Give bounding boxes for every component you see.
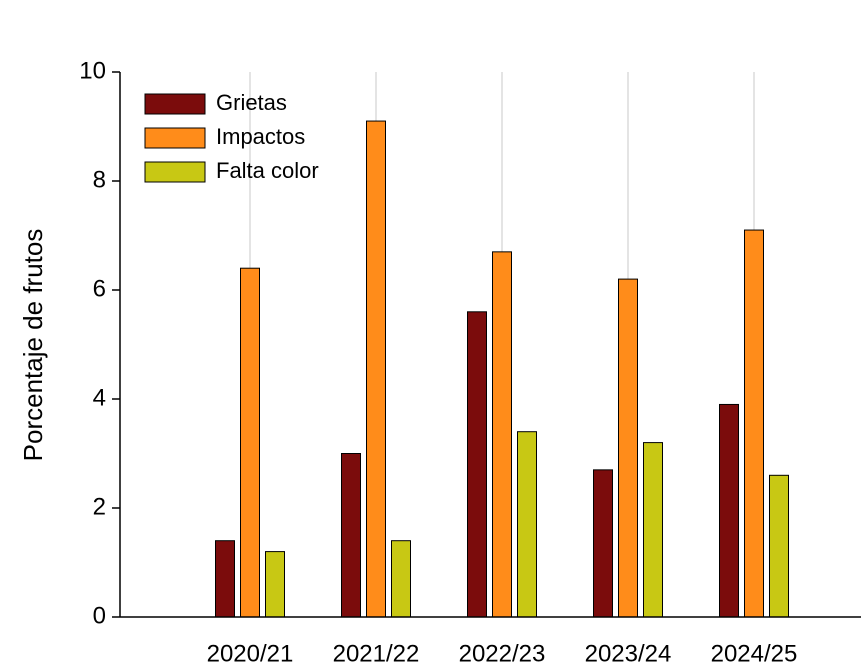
bar (215, 540, 235, 618)
legend-swatch (144, 93, 206, 115)
y-tick-label: 10 (79, 57, 106, 84)
legend-label: Impactos (216, 124, 305, 149)
y-tick-label: 0 (93, 602, 106, 629)
y-axis-label: Porcentaje de frutos (18, 229, 48, 462)
bar (341, 453, 361, 618)
bar (719, 403, 739, 618)
bar (618, 278, 638, 618)
legend-swatch (144, 161, 206, 183)
x-tick-label: 2022/23 (459, 640, 546, 667)
y-tick-label: 6 (93, 275, 106, 302)
bar (391, 540, 411, 618)
legend-swatch (144, 127, 206, 149)
bar (593, 469, 613, 618)
x-tick-label: 2021/22 (333, 640, 420, 667)
bar (265, 551, 285, 618)
bar (467, 311, 487, 618)
bar (769, 474, 789, 618)
bar (492, 251, 512, 618)
x-tick-label: 2023/24 (585, 640, 672, 667)
y-tick-label: 4 (93, 384, 106, 411)
bar (240, 267, 260, 618)
y-tick-label: 8 (93, 166, 106, 193)
legend-label: Falta color (216, 158, 319, 183)
bar (744, 229, 764, 618)
bar (517, 431, 537, 618)
legend-label: Grietas (216, 90, 287, 115)
x-tick-label: 2020/21 (207, 640, 294, 667)
bar (643, 442, 663, 618)
y-tick-label: 2 (93, 493, 106, 520)
bar (366, 120, 386, 618)
x-tick-label: 2024/25 (711, 640, 798, 667)
